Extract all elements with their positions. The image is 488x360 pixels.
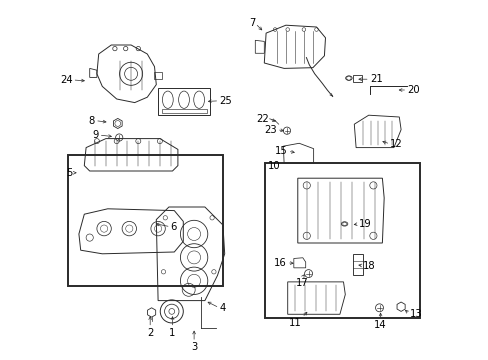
Bar bbox=[265, 163, 419, 318]
Text: 8: 8 bbox=[89, 116, 95, 126]
Text: 21: 21 bbox=[369, 74, 382, 84]
Text: 1: 1 bbox=[169, 328, 175, 338]
Text: 14: 14 bbox=[373, 320, 386, 330]
Text: 11: 11 bbox=[289, 318, 302, 328]
Text: 23: 23 bbox=[264, 125, 276, 135]
Bar bbox=[352, 75, 361, 82]
Text: 18: 18 bbox=[363, 261, 375, 271]
Text: 17: 17 bbox=[295, 278, 308, 288]
Text: 3: 3 bbox=[191, 342, 197, 352]
Text: 7: 7 bbox=[248, 18, 255, 28]
Text: 19: 19 bbox=[358, 219, 371, 229]
Text: 24: 24 bbox=[60, 75, 72, 85]
Text: 9: 9 bbox=[92, 130, 99, 140]
Bar bbox=[158, 88, 210, 115]
Text: 20: 20 bbox=[407, 85, 419, 95]
Bar bbox=[161, 109, 206, 113]
Text: 6: 6 bbox=[170, 222, 177, 232]
Text: 5: 5 bbox=[66, 168, 72, 178]
Text: 10: 10 bbox=[267, 161, 280, 171]
Text: 13: 13 bbox=[408, 309, 421, 319]
Text: 22: 22 bbox=[256, 114, 268, 124]
Text: 4: 4 bbox=[219, 303, 225, 313]
Text: 2: 2 bbox=[147, 328, 153, 338]
Bar bbox=[352, 254, 362, 275]
Text: 12: 12 bbox=[389, 139, 402, 149]
Text: 16: 16 bbox=[274, 258, 286, 268]
Text: 15: 15 bbox=[274, 146, 287, 156]
Text: 25: 25 bbox=[219, 96, 232, 106]
Bar bbox=[68, 155, 223, 286]
